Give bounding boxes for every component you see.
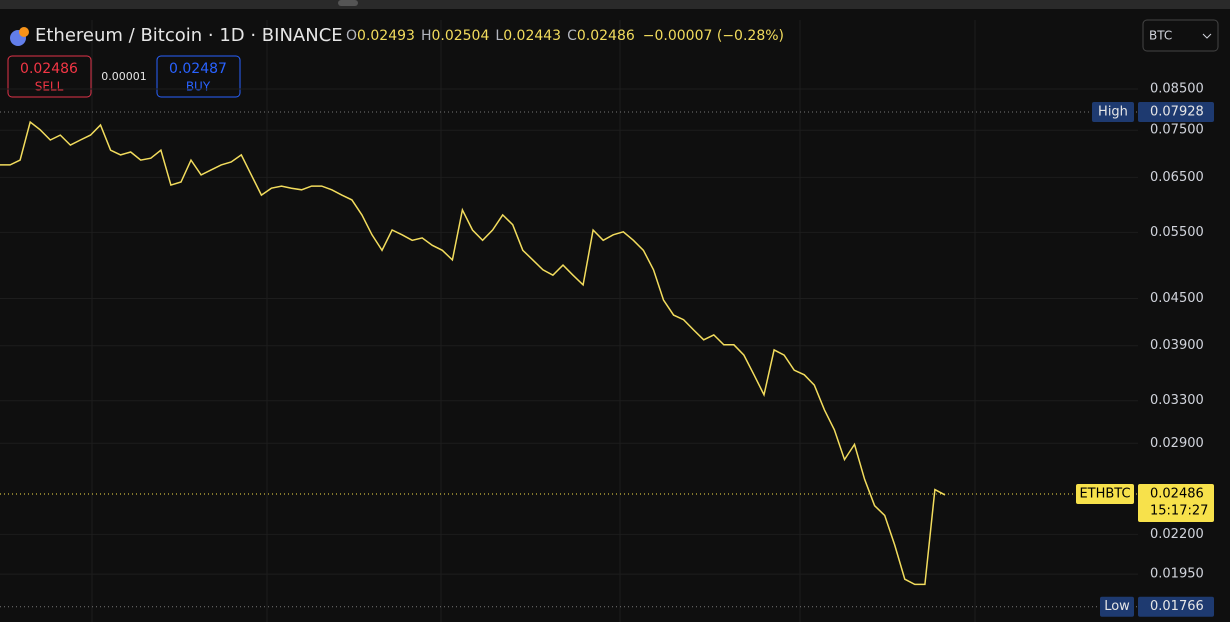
buy-price[interactable]: 0.02487 <box>169 61 227 77</box>
ohlc-key: C <box>567 28 577 44</box>
buy-box[interactable] <box>156 55 241 98</box>
ohlc-key: H <box>421 28 432 44</box>
handle <box>338 0 358 6</box>
currency[interactable]: BTC <box>1149 29 1172 43</box>
chevron[interactable] <box>1202 33 1212 39</box>
y-tick-label: 0.05500 <box>1150 225 1204 240</box>
price-tag-label-box <box>1100 596 1134 617</box>
sell-label[interactable]: SELL <box>35 80 64 94</box>
price-tag-label: ETHBTC <box>1079 487 1130 502</box>
sell-price[interactable]: 0.02486 <box>20 61 78 77</box>
ohlc: O0.02493 H0.02504 L0.02443 C0.02486 −0.00007… <box>346 28 784 44</box>
sell-box[interactable] <box>7 55 92 98</box>
price-tag-label: Low <box>1104 599 1130 614</box>
price-tag-value: 0.01766 <box>1150 599 1204 614</box>
ohlc-key: O <box>346 28 357 44</box>
currency-select[interactable]: BTC <box>1142 19 1219 52</box>
y-tick-label: 0.06500 <box>1150 170 1204 185</box>
change: −0.00007 (−0.28%) <box>643 28 784 44</box>
top-strip <box>0 0 1230 9</box>
buy-button[interactable]: 0.02487 BUY <box>156 55 241 98</box>
price-tag-label-box <box>1092 101 1134 122</box>
ohlc-key: L <box>495 28 503 44</box>
y-tick-label: 0.02900 <box>1150 436 1204 451</box>
buy-label[interactable]: BUY <box>186 80 211 94</box>
ohlc-value: 0.02443 <box>503 28 561 44</box>
price-tag-label: High <box>1098 104 1128 119</box>
countdown: 15:17:27 <box>1150 504 1208 519</box>
price-tag-box <box>1138 101 1214 122</box>
grid <box>91 20 976 622</box>
price-tag-value: 0.02486 <box>1150 487 1204 502</box>
price-tag-value: 0.07928 <box>1150 104 1204 119</box>
y-tick-label: 0.02200 <box>1150 527 1204 542</box>
symbol-title: Ethereum / Bitcoin · 1D · BINANCE <box>35 25 343 46</box>
ohlc-value: 0.02504 <box>431 28 489 44</box>
ohlc-value: 0.02486 <box>577 28 635 44</box>
y-tick-label: 0.08500 <box>1150 81 1204 96</box>
price-line <box>0 120 946 586</box>
btc-icon <box>19 27 29 37</box>
sell-button[interactable]: 0.02486 SELL <box>7 55 92 98</box>
y-tick-label: 0.03900 <box>1150 338 1204 353</box>
y-tick-label: 0.07500 <box>1150 123 1204 138</box>
y-tick-label: 0.01950 <box>1150 567 1204 582</box>
y-tick-label: 0.03300 <box>1150 393 1204 408</box>
currency-box[interactable] <box>1142 19 1219 52</box>
price-tag-label-box <box>1076 484 1134 505</box>
y-tick-label: 0.04500 <box>1150 291 1204 306</box>
price-tag-box <box>1138 484 1214 523</box>
spread: 0.00001 <box>101 70 147 83</box>
price-tag-box <box>1138 596 1214 617</box>
ohlc-value: 0.02493 <box>357 28 415 44</box>
